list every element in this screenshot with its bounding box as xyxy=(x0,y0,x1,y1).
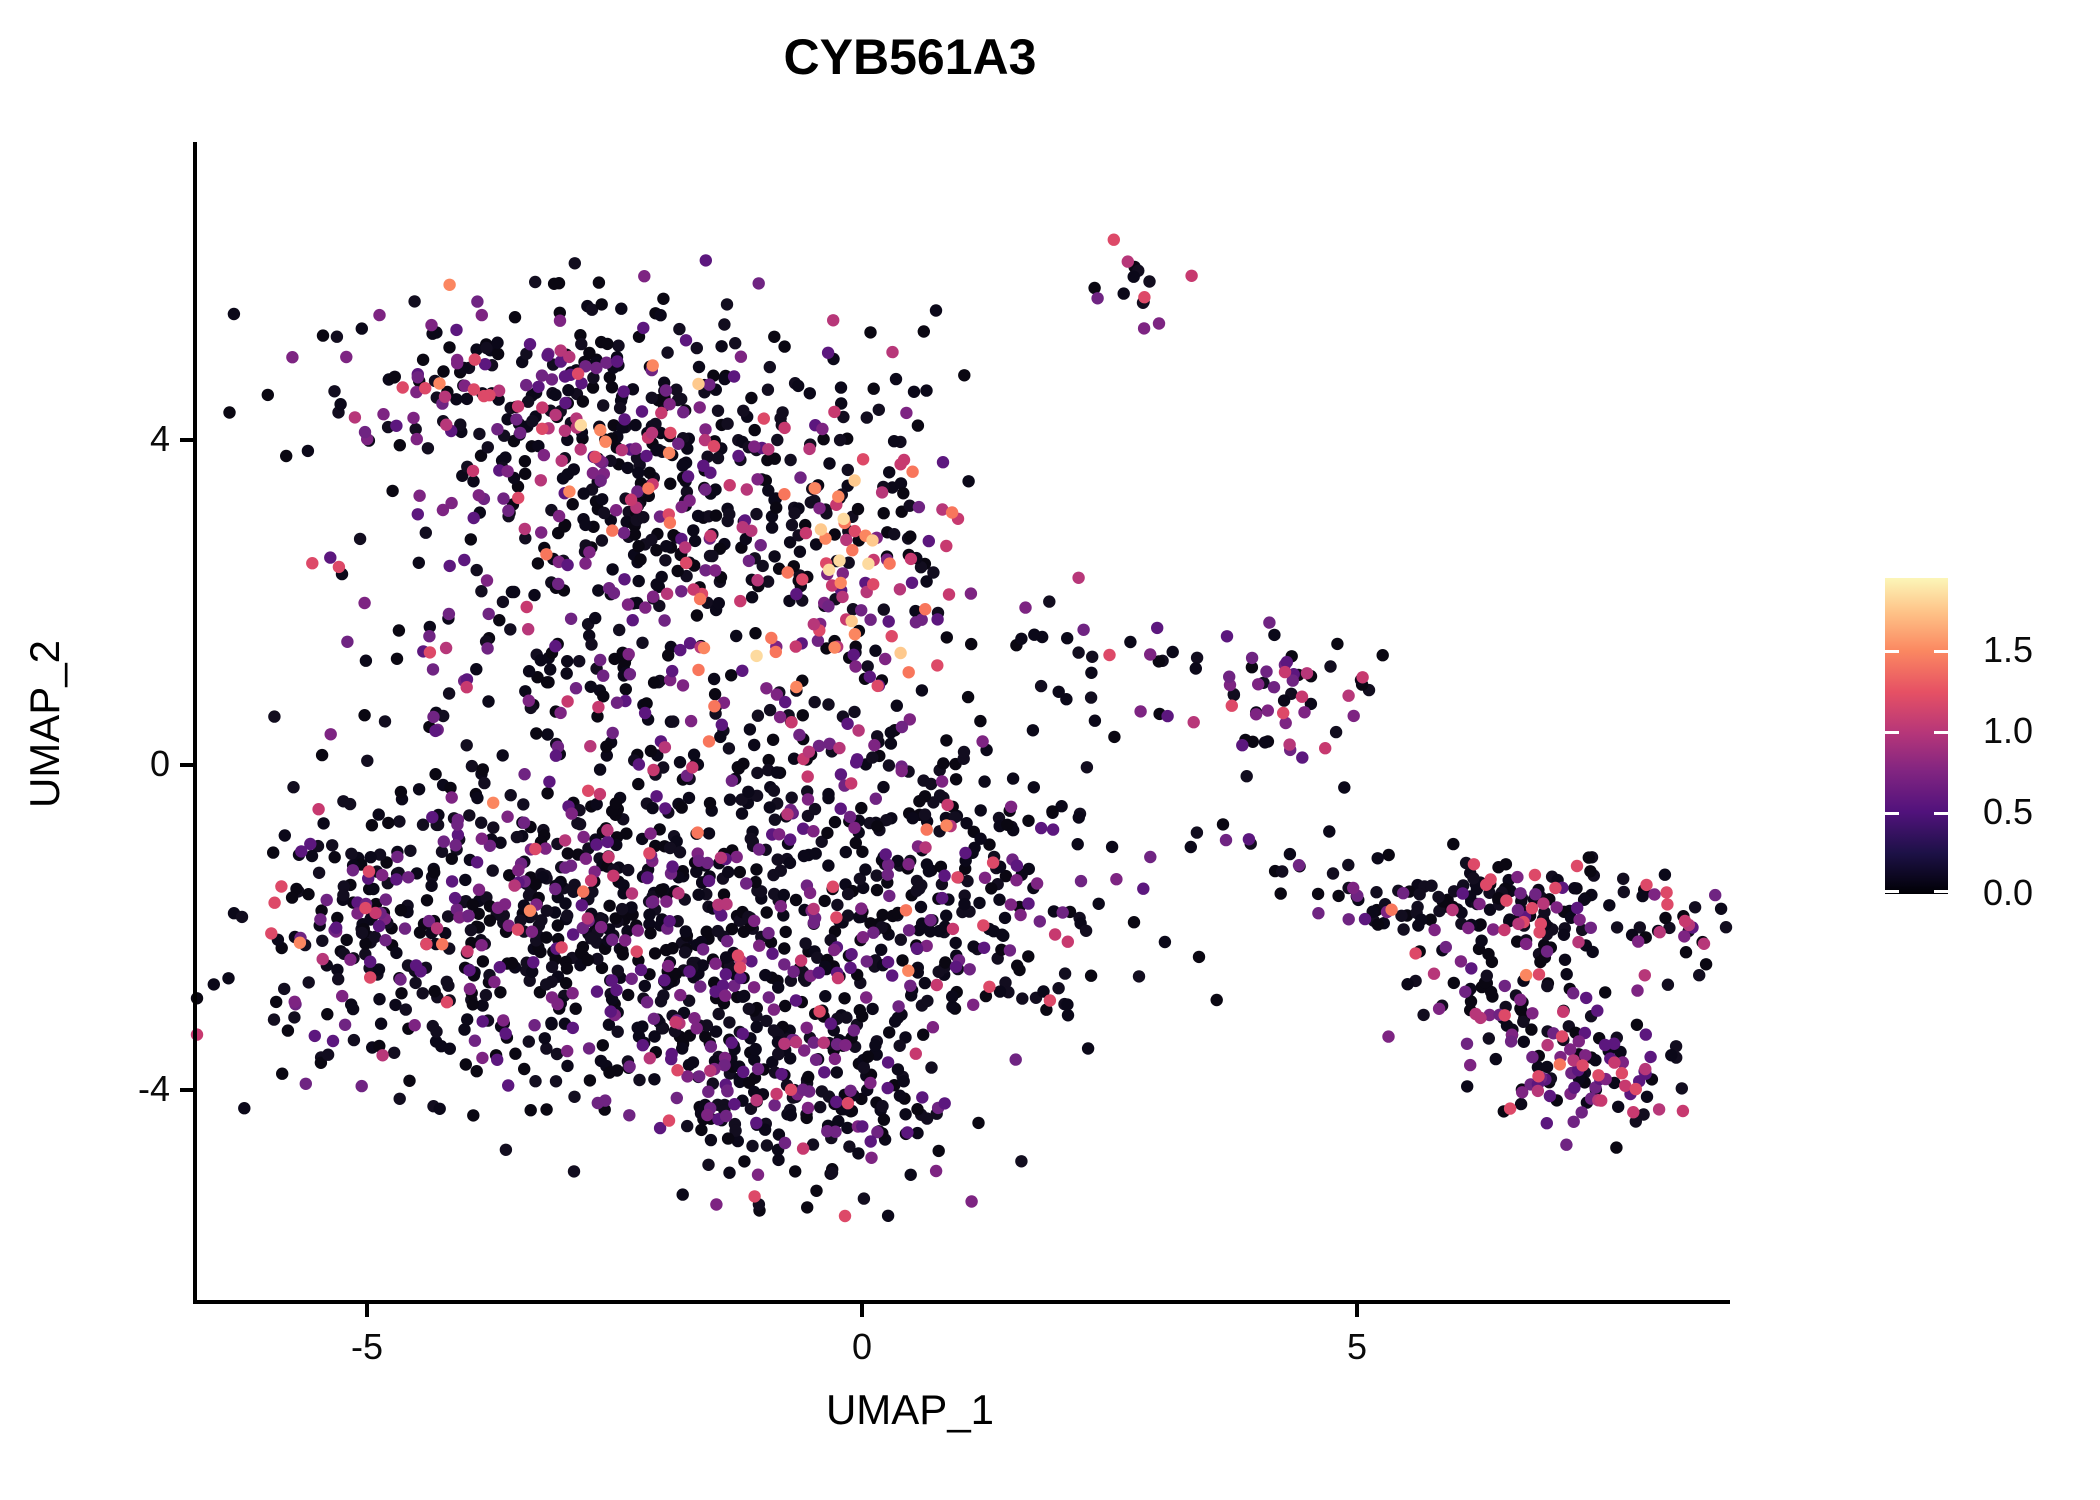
colorbar-tick-mark xyxy=(1934,730,1948,734)
plot-title: CYB561A3 xyxy=(783,29,1037,85)
x-tick-mark xyxy=(860,1304,864,1317)
x-tick-mark xyxy=(365,1304,369,1317)
y-tick-label: 4 xyxy=(149,418,170,459)
colorbar-tick-label: 1.5 xyxy=(1983,628,2034,670)
expression-colorbar xyxy=(1885,578,1948,894)
x-tick-mark xyxy=(1355,1304,1359,1317)
colorbar-tick-label: 1.0 xyxy=(1983,709,2034,751)
colorbar-tick-mark xyxy=(1934,649,1948,653)
y-axis-title: UMAP_2 xyxy=(21,639,68,809)
colorbar-tick-label: 0.5 xyxy=(1983,790,2034,832)
y-axis-line xyxy=(193,142,197,1304)
colorbar-tick-mark xyxy=(1885,730,1899,734)
y-tick-mark xyxy=(180,438,193,442)
colorbar-tick-mark xyxy=(1934,811,1948,815)
x-tick-label: 5 xyxy=(1346,1326,1368,1367)
y-tick-label: -4 xyxy=(137,1068,170,1109)
x-tick-label: -5 xyxy=(350,1326,383,1367)
y-tick-mark xyxy=(180,1088,193,1092)
x-tick-label: 0 xyxy=(851,1326,873,1367)
colorbar-tick-mark xyxy=(1934,890,1948,893)
colorbar-tick-mark xyxy=(1885,890,1899,893)
colorbar-tick-label: 0.0 xyxy=(1983,872,2034,913)
colorbar-tick-mark xyxy=(1885,649,1899,653)
y-tick-mark xyxy=(180,763,193,767)
x-axis-title: UMAP_1 xyxy=(825,1386,995,1433)
y-tick-label: 0 xyxy=(149,743,170,784)
colorbar-tick-mark xyxy=(1885,811,1899,815)
x-axis-line xyxy=(193,1300,1730,1304)
